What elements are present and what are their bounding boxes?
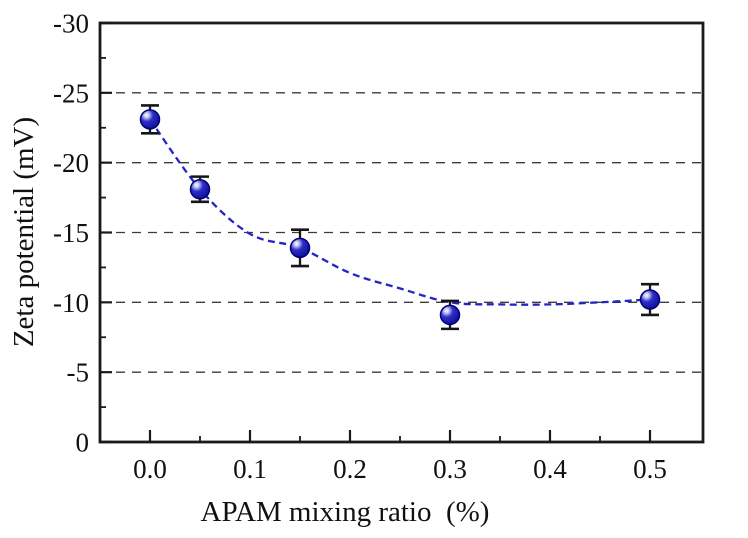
y-tick-label: 0: [76, 428, 90, 458]
y-tick-label: -20: [53, 148, 89, 178]
y-gridlines: [100, 92, 703, 373]
x-tick-label: 0.3: [433, 454, 467, 484]
data-point-marker: [139, 109, 161, 130]
error-bars: [141, 104, 659, 331]
y-tick-label: -30: [53, 9, 89, 39]
plot-border: [98, 21, 705, 444]
x-tick-label: 0.5: [633, 454, 667, 484]
x-tick-label: 0.4: [533, 454, 567, 484]
y-tick-label: -10: [53, 288, 89, 318]
y-axis-label: Zeta potential (mV): [8, 117, 40, 347]
data-point-marker: [189, 178, 211, 200]
x-tick-label: 0.2: [333, 454, 367, 484]
data-point-marker: [289, 237, 311, 259]
x-axis-label: APAM mixing ratio (%): [201, 496, 490, 528]
y-tick-label: -5: [67, 358, 90, 388]
tick-labels: -30 -25 -20 -15 -10 -5 0 0.0 0.1 0.2 0.3 0.4 0.5: [53, 9, 667, 485]
data-point-marker: [639, 289, 661, 310]
x-tick-label: 0.1: [233, 454, 267, 484]
trend-line: [149, 118, 651, 306]
y-tick-label: -15: [53, 218, 89, 248]
y-tick-label: -25: [53, 78, 89, 108]
data-point-marker: [439, 304, 461, 326]
x-tick-label: 0.0: [133, 454, 167, 484]
data-points: [139, 109, 661, 326]
trend-path: [149, 118, 651, 306]
